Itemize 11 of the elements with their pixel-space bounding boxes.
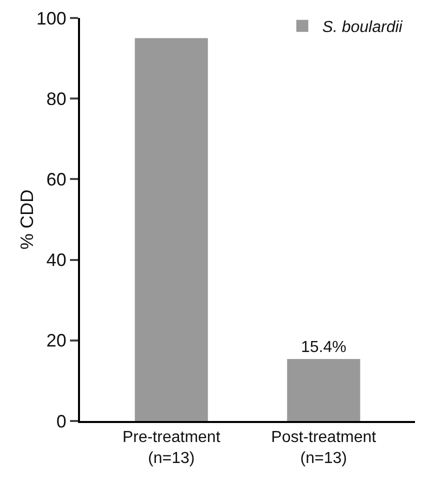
- y-tick-label: 60: [46, 170, 66, 190]
- legend-label: S. boulardii: [322, 19, 403, 36]
- y-tick-label: 0: [56, 411, 66, 432]
- y-tick-label: 80: [46, 88, 66, 109]
- y-tick-label: 20: [46, 330, 66, 351]
- x-tick-label: Pre-treatment (n=13): [122, 429, 221, 467]
- data-label: 15.4%: [300, 338, 346, 356]
- x-tick-label: Post-treatment (n=13): [271, 429, 377, 467]
- y-axis-title: % CDD: [17, 189, 37, 250]
- y-tick-label: 100: [36, 8, 66, 28]
- y-tick-label: 40: [46, 250, 66, 270]
